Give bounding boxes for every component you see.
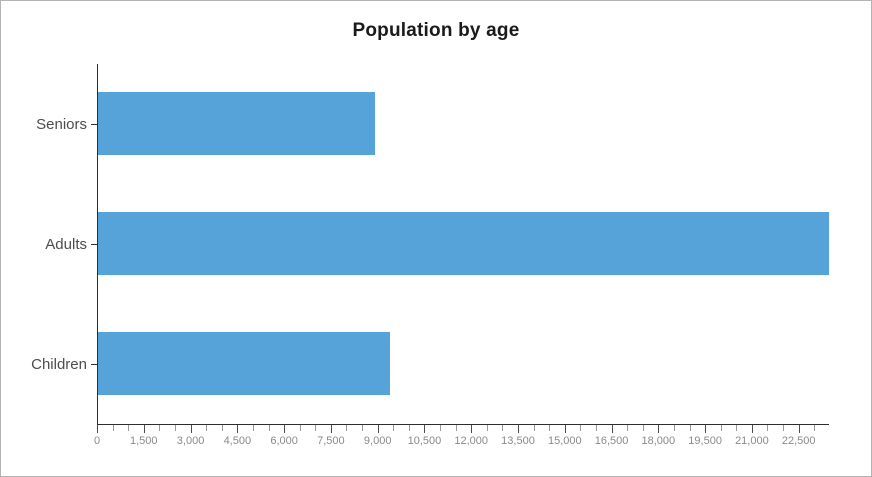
chart-title: Population by age	[352, 20, 520, 41]
x-tick-label: 4,500	[223, 435, 252, 447]
x-tick-label: 9,000	[363, 435, 392, 447]
x-tick-major	[564, 425, 566, 433]
x-tick-minor	[408, 425, 410, 431]
bar-row-adults	[98, 184, 829, 304]
bar-adults	[98, 212, 829, 275]
x-tick-minor	[642, 425, 644, 431]
category-label-seniors: Seniors	[36, 115, 87, 133]
bar-seniors	[98, 92, 375, 155]
x-tick-label: 16,500	[594, 435, 629, 447]
x-tick-minor	[299, 425, 301, 431]
x-tick-major	[190, 425, 192, 433]
x-tick-label: 13,500	[501, 435, 535, 447]
category-tick	[91, 124, 97, 125]
x-tick-minor	[268, 425, 270, 431]
x-tick-minor	[720, 425, 722, 431]
x-tick-minor	[767, 425, 769, 431]
x-tick-label: 10,500	[407, 435, 442, 447]
x-tick-minor	[455, 425, 457, 431]
x-tick-label: 12,000	[454, 435, 489, 447]
x-tick-minor	[315, 425, 317, 431]
plot-area	[97, 64, 829, 425]
x-tick-label: 15,000	[547, 435, 582, 447]
x-tick-minor	[627, 425, 629, 431]
x-tick-major	[284, 425, 286, 433]
x-tick-major	[518, 425, 519, 433]
x-tick-minor	[159, 425, 161, 431]
x-tick-minor	[736, 425, 738, 431]
x-tick-minor	[346, 425, 348, 431]
x-tick-major	[471, 425, 473, 433]
x-tick-minor	[174, 425, 176, 431]
category-tick	[91, 244, 97, 245]
x-tick-major	[705, 425, 707, 433]
x-tick-minor	[814, 425, 816, 431]
category-label-adults: Adults	[45, 235, 87, 253]
x-tick-minor	[393, 425, 395, 431]
x-tick-minor	[689, 425, 691, 431]
x-tick-minor	[595, 425, 597, 431]
category-tick	[91, 364, 97, 365]
x-tick-major	[97, 425, 98, 433]
x-tick-minor	[533, 425, 535, 431]
x-tick-minor	[440, 425, 442, 431]
x-tick-major	[330, 425, 332, 433]
x-tick-label: 19,500	[688, 435, 722, 447]
x-tick-minor	[502, 425, 504, 431]
x-tick-major	[658, 425, 660, 433]
x-tick-minor	[580, 425, 582, 431]
x-tick-major	[143, 425, 145, 433]
x-tick-minor	[112, 425, 114, 431]
x-tick-minor	[221, 425, 223, 431]
bar-row-children	[98, 304, 829, 424]
x-tick-minor	[362, 425, 364, 431]
x-tick-label: 7,500	[317, 435, 345, 447]
x-tick-minor	[206, 425, 208, 431]
x-tick-minor	[673, 425, 675, 431]
x-tick-label: 3,000	[176, 435, 205, 447]
category-label-children: Children	[31, 355, 87, 373]
x-axis: 0 1,500 3,000 4,500 6,000 7,500 9,000 10,500 12,…	[93, 424, 828, 464]
x-tick-label: 18,000	[641, 435, 676, 447]
x-tick-major	[237, 425, 239, 433]
x-tick-major	[611, 425, 613, 433]
x-tick-label: 6,000	[270, 435, 298, 447]
x-tick-label: 21,000	[735, 435, 769, 447]
x-tick-minor	[128, 425, 130, 431]
x-tick-minor	[783, 425, 785, 431]
x-tick-label: 22,500	[781, 435, 816, 447]
x-tick-major	[424, 425, 426, 433]
x-tick-minor	[252, 425, 254, 431]
x-tick-major	[751, 425, 753, 433]
bar-row-seniors	[98, 64, 829, 184]
x-tick-minor	[486, 425, 488, 431]
x-tick-label: 1,500	[130, 435, 158, 447]
x-tick-minor	[549, 425, 551, 431]
x-tick-major	[798, 425, 800, 433]
x-tick-major	[377, 425, 379, 433]
bar-children	[98, 332, 390, 395]
x-tick-label: 0	[93, 435, 101, 447]
